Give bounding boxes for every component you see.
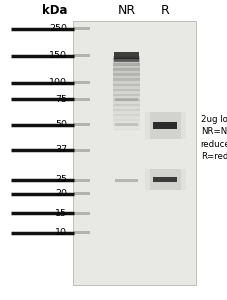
Bar xyxy=(113,114,139,116)
Bar xyxy=(113,82,139,83)
Bar xyxy=(113,127,139,128)
Bar xyxy=(74,212,90,214)
Bar xyxy=(144,169,185,190)
Text: 150: 150 xyxy=(49,51,67,60)
Bar xyxy=(113,97,139,98)
Bar xyxy=(113,119,139,121)
Bar xyxy=(113,120,139,122)
Bar xyxy=(74,178,90,182)
Text: 15: 15 xyxy=(55,208,67,217)
Text: 10: 10 xyxy=(55,228,67,237)
Bar xyxy=(113,128,139,130)
Bar xyxy=(113,64,139,66)
Bar xyxy=(113,75,139,77)
Text: 250: 250 xyxy=(49,24,67,33)
Bar xyxy=(74,231,90,234)
Bar xyxy=(74,148,90,152)
Bar xyxy=(113,113,139,115)
Bar xyxy=(113,98,139,100)
Bar xyxy=(113,103,139,105)
Bar xyxy=(113,87,139,88)
Bar xyxy=(113,118,139,120)
Bar xyxy=(113,110,139,112)
Text: 50: 50 xyxy=(55,120,67,129)
Bar xyxy=(113,116,139,119)
Bar xyxy=(113,123,139,124)
Bar xyxy=(113,129,139,131)
Text: 2ug loading
NR=Non-
reduced
R=reduced: 2ug loading NR=Non- reduced R=reduced xyxy=(200,115,227,161)
Bar xyxy=(113,112,139,113)
Bar xyxy=(149,169,180,190)
Bar xyxy=(144,112,185,139)
Bar xyxy=(113,100,139,102)
Bar xyxy=(113,94,139,96)
Bar xyxy=(113,104,139,106)
Bar xyxy=(113,67,139,68)
Bar xyxy=(115,98,137,100)
Bar xyxy=(113,63,139,65)
Bar xyxy=(113,124,139,126)
Bar xyxy=(149,112,180,139)
Bar xyxy=(113,106,139,108)
Bar xyxy=(113,88,139,90)
Bar xyxy=(74,54,90,57)
Text: NR: NR xyxy=(117,4,135,16)
Bar xyxy=(113,58,139,60)
Bar xyxy=(113,77,139,79)
Bar xyxy=(113,59,139,61)
Bar xyxy=(113,122,139,123)
Bar xyxy=(115,178,137,182)
Bar xyxy=(73,21,195,285)
Bar xyxy=(74,192,90,195)
Text: 25: 25 xyxy=(55,176,67,184)
Bar xyxy=(113,108,139,110)
Bar xyxy=(113,92,139,94)
Text: kDa: kDa xyxy=(42,4,67,16)
Bar xyxy=(113,78,139,80)
Bar xyxy=(74,98,90,100)
Bar xyxy=(74,27,90,30)
Bar xyxy=(153,177,177,182)
Bar xyxy=(113,85,139,87)
Bar xyxy=(113,69,139,71)
Bar xyxy=(113,62,139,64)
Bar xyxy=(113,65,139,67)
Text: 100: 100 xyxy=(49,78,67,87)
Bar xyxy=(113,115,139,117)
Bar xyxy=(113,84,139,86)
Text: 37: 37 xyxy=(55,146,67,154)
Bar xyxy=(113,95,139,97)
Bar xyxy=(113,90,139,92)
Bar xyxy=(74,123,90,126)
Bar xyxy=(113,89,139,91)
Bar xyxy=(113,105,139,107)
Bar xyxy=(113,57,139,59)
Text: 20: 20 xyxy=(55,189,67,198)
Bar xyxy=(115,123,137,126)
Bar xyxy=(113,93,139,95)
Bar xyxy=(113,99,139,101)
Bar xyxy=(113,80,139,82)
Bar xyxy=(113,70,139,72)
Text: R: R xyxy=(160,4,169,16)
Bar xyxy=(153,122,177,129)
Bar xyxy=(74,81,90,84)
Bar xyxy=(113,61,139,62)
Bar xyxy=(113,125,139,127)
Bar xyxy=(113,56,139,57)
Bar xyxy=(114,58,138,62)
Bar xyxy=(113,72,139,74)
Bar xyxy=(113,102,139,103)
Bar xyxy=(113,83,139,85)
Bar xyxy=(113,74,139,76)
Bar xyxy=(113,73,139,75)
Bar xyxy=(113,68,139,70)
Bar xyxy=(113,109,139,111)
Bar xyxy=(114,52,138,59)
Text: 75: 75 xyxy=(55,94,67,103)
Bar xyxy=(113,79,139,81)
